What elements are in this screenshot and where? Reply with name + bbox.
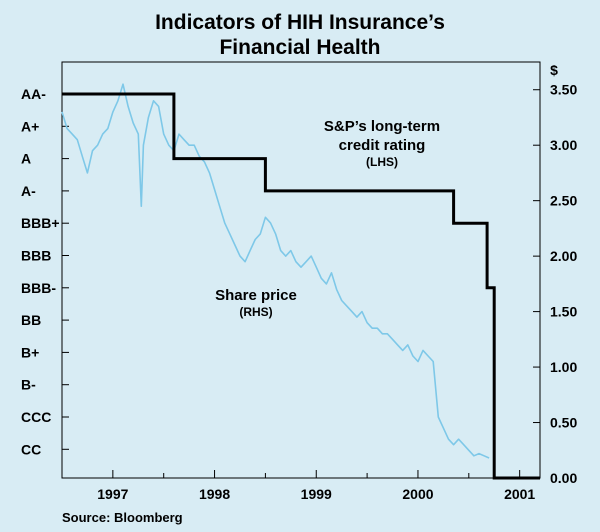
left-tick-label: B+ [21, 344, 39, 360]
left-tick-label: BBB+ [21, 215, 60, 231]
x-tick-label: 1997 [97, 486, 128, 502]
chart-title-line-1: Indicators of HIH Insurance’s [155, 11, 445, 34]
right-tick-label: 3.00 [550, 137, 577, 153]
right-tick-label: 0.00 [550, 470, 577, 486]
price-label: Share price [215, 287, 297, 304]
rating-label-line-1: S&P’s long-term [324, 118, 440, 135]
rating-label-line-2: credit rating [339, 137, 426, 154]
rating-label-axis: (LHS) [366, 155, 398, 169]
right-axis-unit: $ [550, 62, 558, 78]
right-tick-label: 3.50 [550, 82, 577, 98]
right-tick-label: 1.00 [550, 359, 577, 375]
left-tick-label: AA- [21, 86, 46, 102]
source-note: Source: Bloomberg [62, 510, 183, 525]
left-tick-label: BB [21, 312, 41, 328]
right-tick-label: 2.00 [550, 248, 577, 264]
right-tick-label: 1.50 [550, 304, 577, 320]
plot-frame [61, 61, 541, 479]
left-tick-label: CCC [21, 409, 51, 425]
left-tick-label: CC [21, 441, 41, 457]
left-tick-label: A- [21, 183, 36, 199]
right-axis: 3.50 3.00 2.50 2.00 1.50 1.00 0.50 0.00 [533, 82, 577, 486]
left-tick-label: BBB [21, 248, 51, 264]
x-tick-label: 2000 [402, 486, 433, 502]
right-tick-label: 2.50 [550, 193, 577, 209]
x-tick-label: 2001 [504, 486, 535, 502]
left-tick-label: B- [21, 377, 36, 393]
right-tick-label: 0.50 [550, 415, 577, 431]
chart-title-line-2: Financial Health [219, 36, 380, 59]
x-tick-label: 1998 [199, 486, 230, 502]
credit-rating-line [62, 92, 540, 480]
x-tick-label: 1999 [301, 486, 332, 502]
left-tick-label: A [21, 151, 31, 167]
price-label-axis: (RHS) [239, 305, 272, 319]
x-axis: 1997 1998 1999 2000 2001 [61, 470, 535, 502]
left-tick-label: A+ [21, 118, 39, 134]
left-tick-label: BBB- [21, 280, 56, 296]
share-price-line [61, 83, 490, 459]
